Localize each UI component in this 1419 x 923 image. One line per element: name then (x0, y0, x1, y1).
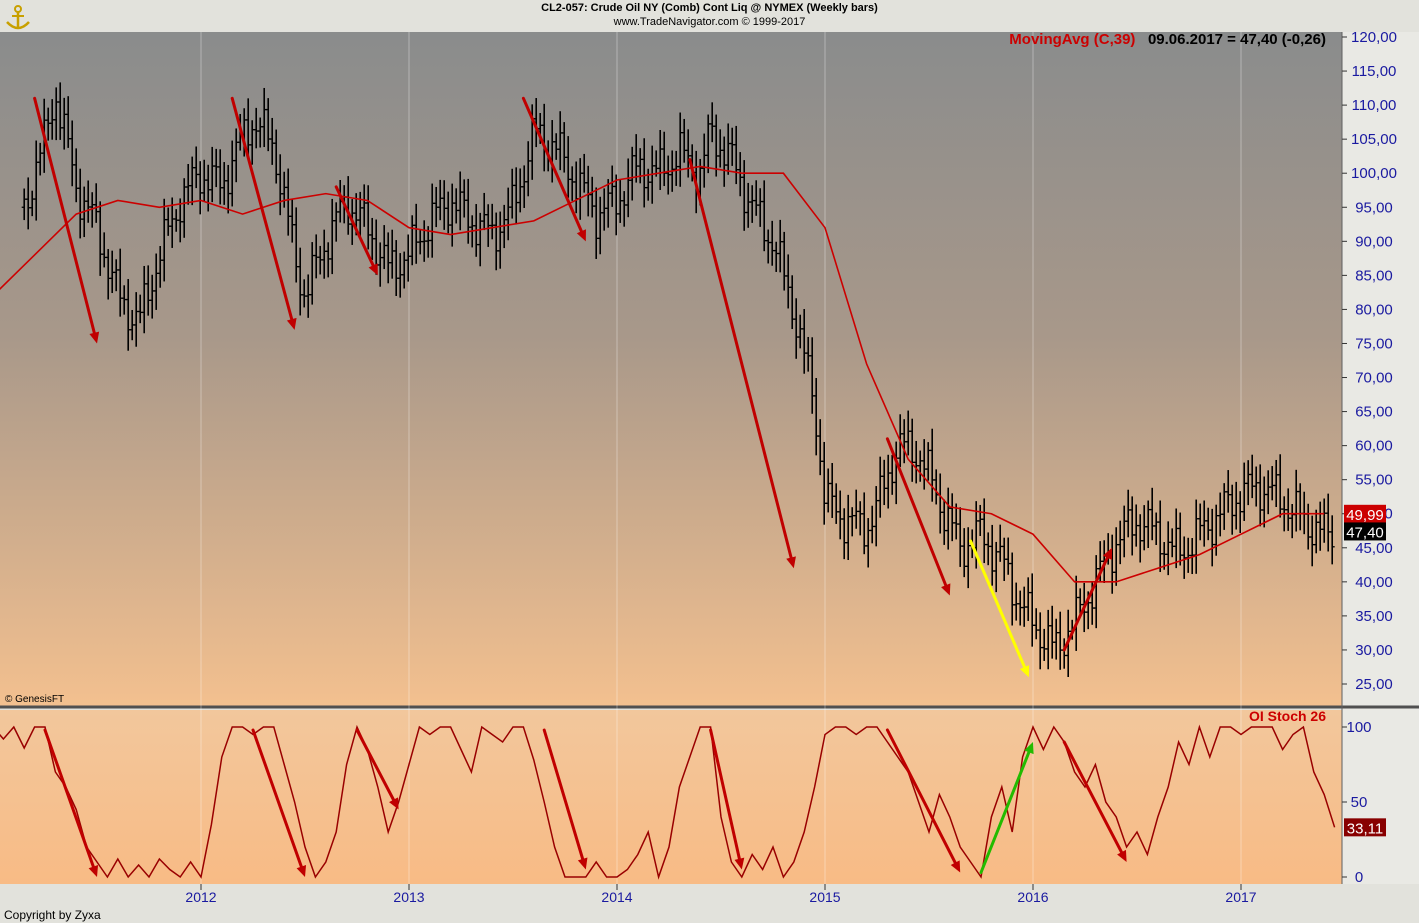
trend-arrow-shaft (251, 728, 303, 869)
trend-arrow-head (296, 864, 307, 877)
y-tick-label: 105,00 (1351, 131, 1397, 148)
x-tick-label: 2016 (1017, 889, 1048, 905)
chart-subtitle: www.TradeNavigator.com © 1999-2017 (613, 16, 806, 28)
trend-arrow-shaft (521, 96, 583, 233)
x-tick-label: 2013 (393, 889, 424, 905)
trend-arrow-shaft (969, 539, 1027, 669)
data-source: © GenesisFT (5, 694, 65, 705)
moving-average-last-tag-box (1344, 504, 1386, 523)
y-tick-label: 45,00 (1355, 540, 1393, 557)
moving-average-line (0, 165, 1325, 583)
trend-arrow-shaft (688, 158, 793, 560)
trend-arrow-shaft (33, 96, 96, 335)
trend-arrow-head (941, 583, 951, 596)
y-tick-label: 80,00 (1355, 301, 1393, 318)
y-tick-label: 35,00 (1355, 608, 1393, 625)
trend-arrow-head (950, 860, 961, 873)
y-axis-panel (1342, 32, 1419, 884)
oscillator-last-tag: 33,11 (1347, 820, 1383, 837)
y-tick-label: 55,00 (1355, 472, 1393, 489)
trend-arrow-head (1024, 742, 1034, 755)
y-tick-label: 110,00 (1352, 97, 1397, 114)
osc-tick-label: 50 (1351, 794, 1368, 811)
oscillator-arrows (43, 728, 1127, 877)
trend-arrow-shaft (43, 728, 95, 869)
trend-arrow-shaft (1062, 556, 1109, 652)
trend-arrow-shaft (1062, 740, 1124, 854)
trend-arrow-shaft (885, 437, 948, 587)
y-tick-label: 65,00 (1355, 404, 1393, 421)
y-tick-label: 95,00 (1355, 199, 1393, 216)
y-tick-label: 70,00 (1355, 370, 1393, 387)
x-tick-label: 2012 (185, 889, 216, 905)
moving-average-name: MovingAvg (C,39) (1009, 31, 1136, 48)
oscillator-last-tag-box (1344, 818, 1386, 837)
price-bars (21, 82, 1335, 678)
x-ticks: 2012 2013 2014 2015 2016 2017 (185, 884, 1257, 905)
last-close-tag: 47,40 (1346, 524, 1384, 541)
y-tick-label: 75,00 (1355, 335, 1393, 352)
trend-arrow-head (577, 857, 588, 870)
trend-arrow-head (1102, 547, 1113, 560)
trend-arrow-shaft (334, 185, 375, 267)
trend-arrow-head (286, 317, 297, 330)
y-tick-label: 120,00 (1351, 29, 1397, 46)
moving-average-label: MovingAvg (C,39) 09.06.2017 = 47,40 (-0,… (1009, 31, 1326, 48)
y-tick-label: 60,00 (1355, 438, 1393, 455)
trend-arrow-shaft (355, 728, 396, 802)
trend-arrow-shaft (230, 96, 294, 321)
trend-arrow-head (1019, 665, 1030, 678)
trend-arrow-head (88, 864, 99, 877)
trend-arrow-head (576, 229, 586, 242)
y-tick-label: 40,00 (1355, 574, 1393, 591)
trend-arrow-head (389, 797, 399, 810)
y-tick-label: 85,00 (1355, 267, 1393, 284)
x-tick-label: 2015 (809, 889, 840, 905)
y-tick-label: 90,00 (1355, 233, 1393, 250)
trend-arrow-shaft (979, 750, 1031, 874)
moving-average-reading: 09.06.2017 = 47,40 (-0,26) (1147, 31, 1326, 48)
y-tick-label: 25,00 (1355, 676, 1393, 693)
trend-arrow-head (786, 556, 796, 569)
price-arrows (33, 96, 1113, 678)
y-tick-label: 100,00 (1351, 165, 1397, 182)
oscillator-line (0, 724, 1336, 880)
trend-arrow-head (89, 331, 100, 344)
price-panel (0, 32, 1342, 706)
osc-tick-label: 0 (1355, 869, 1363, 886)
x-tick-label: 2017 (1225, 889, 1256, 905)
oscillator-label: OI Stoch 26 (1248, 708, 1326, 724)
x-tick-label: 2014 (601, 889, 632, 905)
copyright: Copyright by Zyxa (4, 908, 101, 922)
y-tick-label: 30,00 (1355, 642, 1393, 659)
trend-arrow-shaft (542, 728, 585, 861)
osc-tick-label: 100 (1346, 719, 1371, 736)
moving-average-last-tag: 49,99 (1346, 507, 1384, 524)
last-close-tag-box (1344, 522, 1386, 541)
trend-arrow-head (368, 263, 378, 276)
trend-arrow-head (734, 857, 745, 870)
oscillator-y-ticks: 100 50 0 (1342, 719, 1372, 886)
price-y-ticks: 120,00 115,00 110,00 105,00 100,00 95,00 90,00… (1342, 29, 1397, 693)
trend-arrow-shaft (709, 728, 741, 861)
y-tick-label: 115,00 (1352, 63, 1397, 80)
trend-arrow-head (1117, 849, 1127, 862)
chart-title: CL2-057: Crude Oil NY (Comb) Cont Liq @ … (541, 2, 878, 14)
trend-arrow-shaft (885, 728, 957, 865)
anchor-logo-icon[interactable] (4, 4, 32, 32)
